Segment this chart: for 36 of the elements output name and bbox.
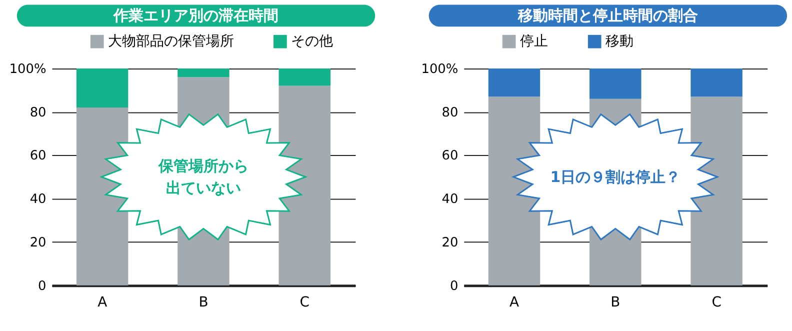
y-tick-label: 20 <box>442 235 458 250</box>
y-tick-label: 60 <box>442 148 458 164</box>
y-tick-label: 80 <box>30 105 46 120</box>
x-tick-label: A <box>98 294 108 311</box>
legend-label: その他 <box>291 34 334 50</box>
legend-label: 大物部品の保管場所 <box>108 34 234 50</box>
bar <box>690 68 742 97</box>
chart-title: 移動時間と停止時間の割合 <box>516 6 698 25</box>
bar <box>488 68 540 97</box>
annotation: 1日の９割は停止？ <box>550 168 681 186</box>
x-tick-label: C <box>300 294 310 311</box>
legend-label: 移動 <box>606 34 634 50</box>
bar <box>178 68 230 78</box>
y-tick-label: 20 <box>30 235 46 250</box>
y-tick-label: 100% <box>421 62 458 77</box>
y-tick-label: 0 <box>450 278 458 294</box>
bar <box>488 96 540 286</box>
annotation: 保管場所から <box>157 156 248 175</box>
bar <box>278 86 330 286</box>
y-tick-label: 60 <box>30 148 46 164</box>
y-tick-label: 100% <box>9 62 46 77</box>
y-tick-label: 0 <box>38 278 46 294</box>
x-tick-label: C <box>712 294 722 311</box>
x-tick-label: B <box>198 294 208 311</box>
x-tick-label: B <box>610 294 620 311</box>
bar <box>590 68 642 99</box>
bar <box>76 68 128 108</box>
bar <box>278 68 330 86</box>
bar <box>690 96 742 286</box>
y-tick-label: 40 <box>30 192 46 208</box>
annotation: 出ていない <box>166 178 241 197</box>
chart-title: 作業エリア別の滞在時間 <box>112 6 279 25</box>
x-tick-label: A <box>509 294 520 311</box>
legend-label: 停止 <box>520 34 548 50</box>
y-tick-label: 80 <box>442 105 458 120</box>
y-tick-label: 40 <box>442 192 458 208</box>
